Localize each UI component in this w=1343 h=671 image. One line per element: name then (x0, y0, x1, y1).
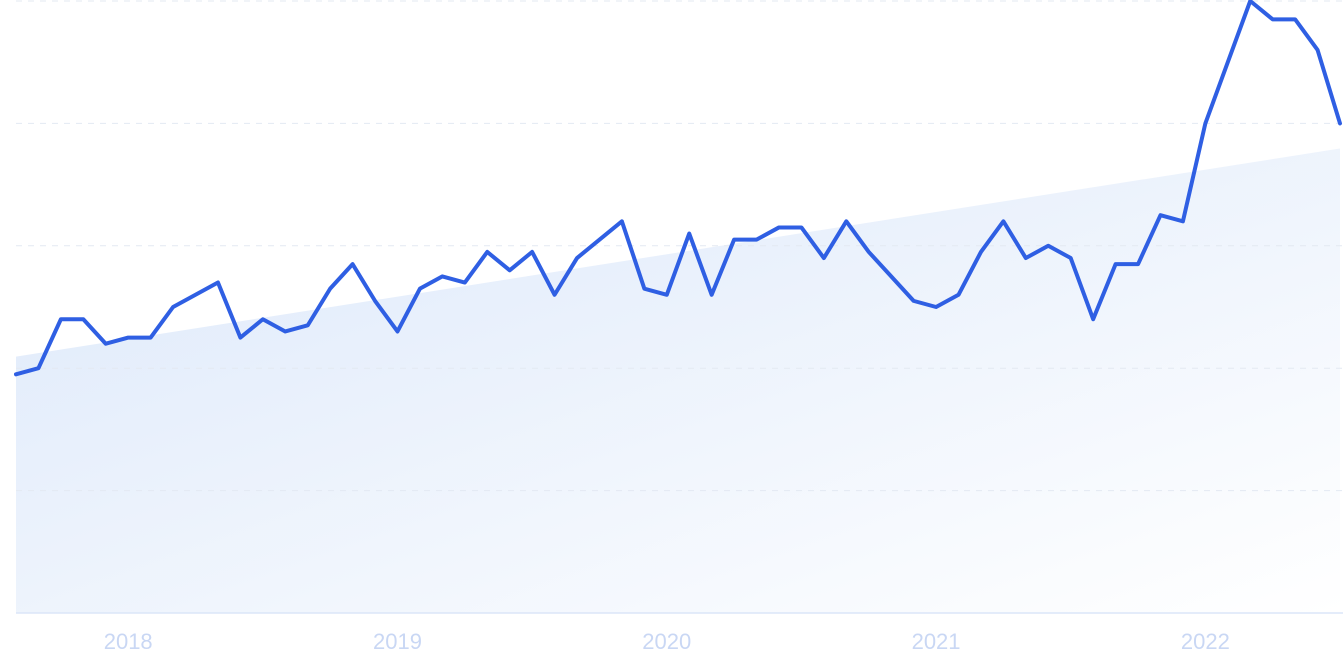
x-tick-label: 2018 (104, 629, 153, 654)
series-line (14, 0, 1342, 377)
trend-area (16, 148, 1340, 613)
x-tick-label: 2019 (373, 629, 422, 654)
x-tick-label: 2021 (912, 629, 961, 654)
x-tick-label: 2022 (1181, 629, 1230, 654)
x-tick-label: 2020 (642, 629, 691, 654)
